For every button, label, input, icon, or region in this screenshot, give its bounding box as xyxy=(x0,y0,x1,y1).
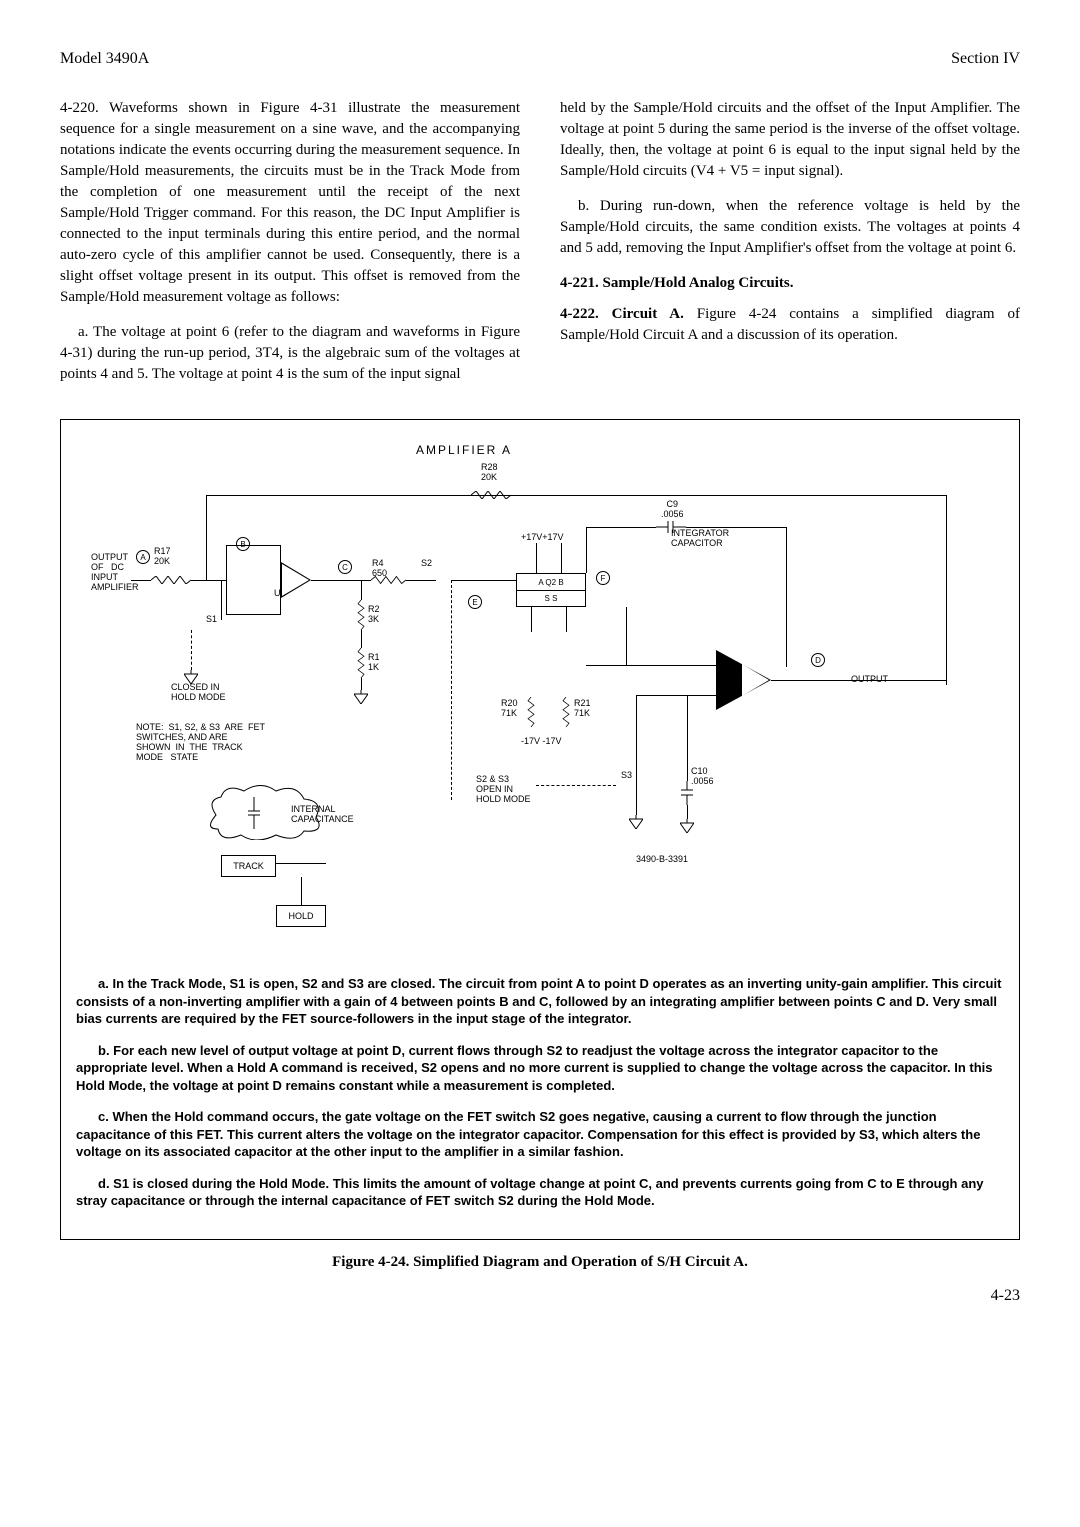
s3-label: S3 xyxy=(621,771,632,781)
r1-label: R1 1K xyxy=(368,653,380,673)
figure-caption: Figure 4-24. Simplified Diagram and Oper… xyxy=(60,1254,1020,1271)
note-b: b. For each new level of output voltage … xyxy=(76,1042,1004,1095)
output-dc-input-label: OUTPUT OF DC INPUT AMPLIFIER xyxy=(91,553,139,593)
u2-amp-icon xyxy=(716,650,771,710)
c9-label: C9 .0056 xyxy=(661,500,684,520)
r2-label: R2 3K xyxy=(368,605,380,625)
closed-in-hold-label: CLOSED IN HOLD MODE xyxy=(171,683,226,703)
left-column: 4-220. Waveforms shown in Figure 4-31 il… xyxy=(60,98,520,399)
hold-box: HOLD xyxy=(276,905,326,927)
circuit-diagram: AMPLIFIER A R28 20K A OUTPUT OF DC INPUT… xyxy=(76,435,1004,935)
two-column-text: 4-220. Waveforms shown in Figure 4-31 il… xyxy=(60,98,1020,399)
s2-s3-open-label: S2 & S3 OPEN IN HOLD MODE xyxy=(476,775,531,805)
note-a: a. In the Track Mode, S1 is open, S2 and… xyxy=(76,975,1004,1028)
point-f-circle: F xyxy=(596,571,610,585)
note-c: c. When the Hold command occurs, the gat… xyxy=(76,1108,1004,1161)
track-box: TRACK xyxy=(221,855,276,877)
right-column: held by the Sample/Hold circuits and the… xyxy=(560,98,1020,399)
plus17v-label: +17V+17V xyxy=(521,533,564,543)
paragraph-continued: held by the Sample/Hold circuits and the… xyxy=(560,98,1020,182)
point-d-circle: D xyxy=(811,653,825,667)
page-header: Model 3490A Section IV xyxy=(60,50,1020,68)
fet-note-label: NOTE: S1, S2, & S3 ARE FET SWITCHES, AND… xyxy=(136,723,265,763)
r1-resistor-icon xyxy=(357,648,365,678)
integrator-cap-label: INTEGRATOR CAPACITOR xyxy=(671,529,729,549)
r20-resistor-icon xyxy=(527,697,535,727)
r20-label: R20 71K xyxy=(501,699,518,719)
point-b-circle: B xyxy=(236,537,250,551)
u1-block xyxy=(226,545,281,615)
paragraph-a: a. The voltage at point 6 (refer to the … xyxy=(60,322,520,385)
note-d: d. S1 is closed during the Hold Mode. Th… xyxy=(76,1175,1004,1210)
c10-label: C10 .0056 xyxy=(691,767,714,787)
point-e-circle: E xyxy=(468,595,482,609)
s1-label: S1 xyxy=(206,615,217,625)
ground-icon-4 xyxy=(680,819,694,833)
figure-4-24-box: AMPLIFIER A R28 20K A OUTPUT OF DC INPUT… xyxy=(60,419,1020,1240)
ground-icon-3 xyxy=(629,815,643,829)
c10-capacitor-icon xyxy=(681,781,693,805)
r28-resistor-icon xyxy=(471,491,511,499)
s-s-box: S S xyxy=(516,591,586,607)
s2-label: S2 xyxy=(421,559,432,569)
paragraph-b: b. During run-down, when the reference v… xyxy=(560,196,1020,259)
u2-label: U2 xyxy=(731,673,743,683)
part-number-label: 3490-B-3391 xyxy=(636,855,688,865)
r21-resistor-icon xyxy=(562,697,570,727)
model-label: Model 3490A xyxy=(60,50,149,68)
r21-label: R21 71K xyxy=(574,699,591,719)
ground-icon xyxy=(354,690,368,704)
point-c-circle: C xyxy=(338,560,352,574)
r4-resistor-icon xyxy=(371,576,406,584)
u1-amp-icon xyxy=(281,562,311,598)
r17-resistor-icon xyxy=(151,576,191,584)
figure-notes: a. In the Track Mode, S1 is open, S2 and… xyxy=(76,975,1004,1210)
paragraph-4-220: 4-220. Waveforms shown in Figure 4-31 il… xyxy=(60,98,520,308)
internal-cap-label: INTERNAL CAPACITANCE xyxy=(291,805,354,825)
amplifier-title: AMPLIFIER A xyxy=(416,443,512,457)
section-label: Section IV xyxy=(951,50,1020,68)
aq2b-box: A Q2 B xyxy=(516,573,586,591)
r2-resistor-icon xyxy=(357,600,365,630)
heading-4-221: 4-221. Sample/Hold Analog Circuits. xyxy=(560,273,1020,294)
minus17v-label: -17V -17V xyxy=(521,737,562,747)
r17-label: R17 20K xyxy=(154,547,171,567)
output-label: OUTPUT xyxy=(851,675,888,685)
r28-label: R28 20K xyxy=(481,463,498,483)
dashed-s3-line xyxy=(536,785,616,786)
page-number: 4-23 xyxy=(60,1287,1020,1305)
paragraph-4-222: 4-222. Circuit A. Figure 4-24 contains a… xyxy=(560,304,1020,346)
dashed-divider xyxy=(451,580,452,800)
